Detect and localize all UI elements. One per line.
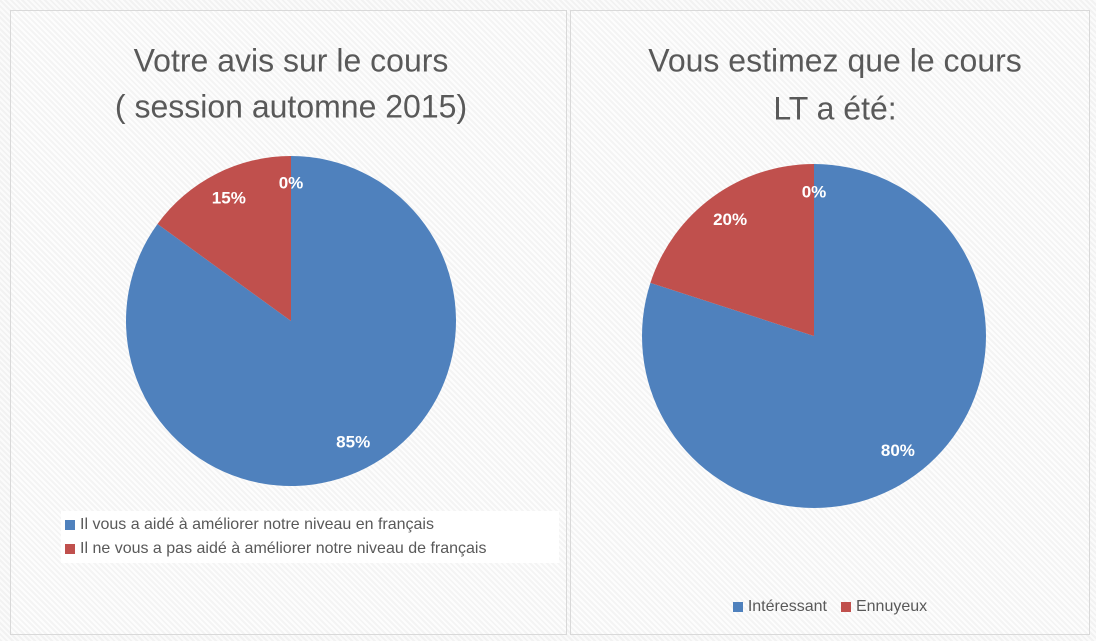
chart: Votre avis sur le cours ( session automne… <box>115 42 467 486</box>
pie-slice <box>157 156 291 321</box>
data-label: 80% <box>881 441 915 460</box>
chart: Vous estimez que le cours LT a été: 80% 20%… <box>642 42 1022 508</box>
legend: Intéressant Ennuyeux <box>571 595 1089 619</box>
data-label: 20% <box>713 210 747 229</box>
data-label: 85% <box>336 433 370 452</box>
legend-label: Intéressant <box>747 598 827 615</box>
chart-title: Vous estimez que le cours <box>648 42 1022 78</box>
data-label: 0% <box>279 174 304 193</box>
chart-title: Votre avis sur le cours <box>134 42 449 78</box>
chart-title: ( session automne 2015) <box>115 88 467 124</box>
legend-label: Ennuyeux <box>855 598 928 615</box>
legend-swatch <box>732 602 743 612</box>
legend-entry: Ennuyeux <box>840 595 928 619</box>
legend-label: Il vous a aidé à améliorer notre niveau … <box>80 516 434 533</box>
chart-panel: Vous estimez que le cours LT a été: 80% 20%… <box>570 10 1090 635</box>
legend-swatch <box>65 544 75 554</box>
legend-label: Il ne vous a pas aidé à améliorer notre … <box>80 540 487 557</box>
legend-swatch <box>65 520 75 530</box>
chart-title: LT a été: <box>773 90 896 126</box>
legend-entry: Intéressant <box>732 595 827 619</box>
data-label: 0% <box>802 183 827 202</box>
data-label: 15% <box>212 188 246 207</box>
chart-panel: Votre avis sur le cours ( session automne… <box>10 10 567 635</box>
legend: Il vous a aidé à améliorer notre niveau … <box>61 511 559 563</box>
legend-swatch <box>840 602 851 612</box>
legend-entry: Il vous a aidé à améliorer notre niveau … <box>65 513 555 537</box>
pie-slice <box>650 164 814 336</box>
legend-entry: Il ne vous a pas aidé à améliorer notre … <box>65 537 555 561</box>
